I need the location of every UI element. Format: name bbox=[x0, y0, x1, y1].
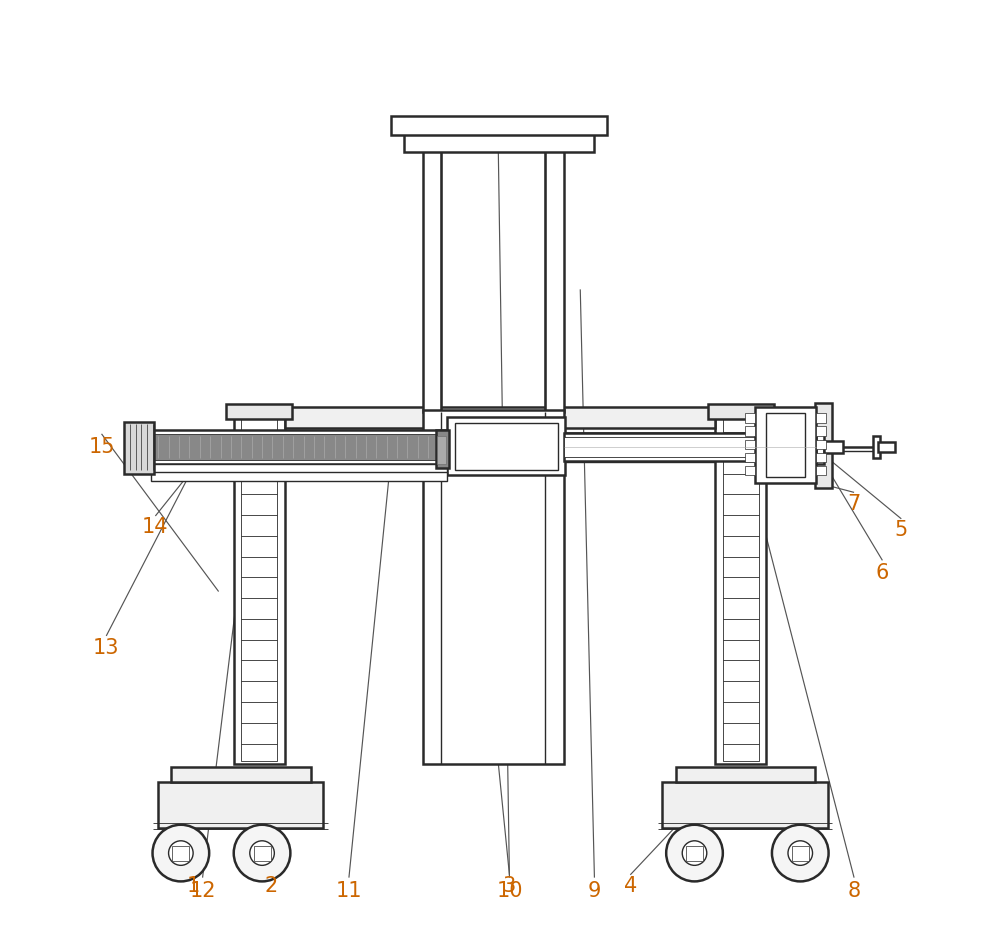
Circle shape bbox=[153, 825, 209, 882]
Bar bbox=[708, 403, 774, 419]
Bar bbox=[423, 148, 441, 412]
Bar bbox=[436, 430, 449, 468]
Text: 14: 14 bbox=[142, 517, 169, 537]
Bar bbox=[662, 782, 828, 828]
Bar bbox=[824, 441, 843, 453]
Bar bbox=[745, 426, 755, 436]
Circle shape bbox=[666, 825, 723, 882]
Text: 4: 4 bbox=[624, 876, 637, 896]
Circle shape bbox=[234, 825, 290, 882]
Bar bbox=[564, 433, 816, 461]
Bar bbox=[873, 436, 880, 458]
Text: 11: 11 bbox=[336, 881, 362, 901]
Circle shape bbox=[772, 825, 829, 882]
Bar bbox=[151, 464, 447, 474]
Bar bbox=[441, 148, 545, 412]
Bar bbox=[447, 417, 565, 475]
Bar bbox=[878, 442, 895, 452]
Bar bbox=[816, 439, 826, 449]
Bar bbox=[285, 433, 715, 450]
Bar bbox=[151, 472, 447, 481]
Bar bbox=[171, 767, 311, 782]
Circle shape bbox=[788, 841, 813, 866]
Bar bbox=[234, 415, 285, 764]
Text: 8: 8 bbox=[848, 881, 861, 901]
Text: 7: 7 bbox=[847, 493, 861, 513]
Bar bbox=[241, 419, 277, 760]
Bar bbox=[723, 419, 759, 760]
Text: 6: 6 bbox=[876, 563, 889, 582]
Bar bbox=[404, 132, 594, 152]
Bar bbox=[816, 430, 824, 464]
Bar bbox=[172, 846, 189, 861]
Bar bbox=[745, 466, 755, 475]
Bar bbox=[455, 422, 558, 470]
Text: 12: 12 bbox=[189, 881, 216, 901]
Bar bbox=[766, 413, 805, 477]
Bar bbox=[437, 436, 446, 464]
Bar bbox=[391, 116, 607, 134]
Text: 9: 9 bbox=[588, 881, 601, 901]
Circle shape bbox=[169, 841, 193, 866]
Bar bbox=[151, 430, 447, 464]
Bar bbox=[816, 453, 826, 462]
Bar bbox=[285, 407, 715, 428]
Bar bbox=[815, 402, 832, 488]
Bar bbox=[745, 413, 755, 422]
Bar bbox=[545, 148, 564, 412]
Bar bbox=[745, 439, 755, 449]
Circle shape bbox=[682, 841, 707, 866]
Bar bbox=[686, 846, 703, 861]
Bar bbox=[755, 407, 816, 483]
Circle shape bbox=[250, 841, 274, 866]
Bar bbox=[285, 451, 715, 462]
Text: 1: 1 bbox=[187, 876, 200, 896]
Bar bbox=[158, 782, 323, 828]
Text: 3: 3 bbox=[503, 876, 516, 896]
Bar bbox=[154, 434, 445, 460]
Text: 5: 5 bbox=[895, 520, 908, 540]
Text: 13: 13 bbox=[93, 638, 120, 658]
Bar bbox=[715, 415, 766, 764]
Bar bbox=[226, 403, 292, 419]
Bar bbox=[676, 767, 815, 782]
Bar bbox=[254, 846, 271, 861]
Text: 2: 2 bbox=[265, 876, 278, 896]
Bar bbox=[564, 437, 816, 457]
Bar bbox=[745, 453, 755, 462]
Bar bbox=[816, 466, 826, 475]
Bar bbox=[816, 413, 826, 422]
Bar bbox=[423, 410, 564, 764]
Bar bbox=[816, 426, 826, 436]
Bar bbox=[792, 846, 809, 861]
Text: 10: 10 bbox=[496, 881, 523, 901]
Text: 15: 15 bbox=[88, 438, 115, 457]
Bar bbox=[124, 421, 154, 474]
